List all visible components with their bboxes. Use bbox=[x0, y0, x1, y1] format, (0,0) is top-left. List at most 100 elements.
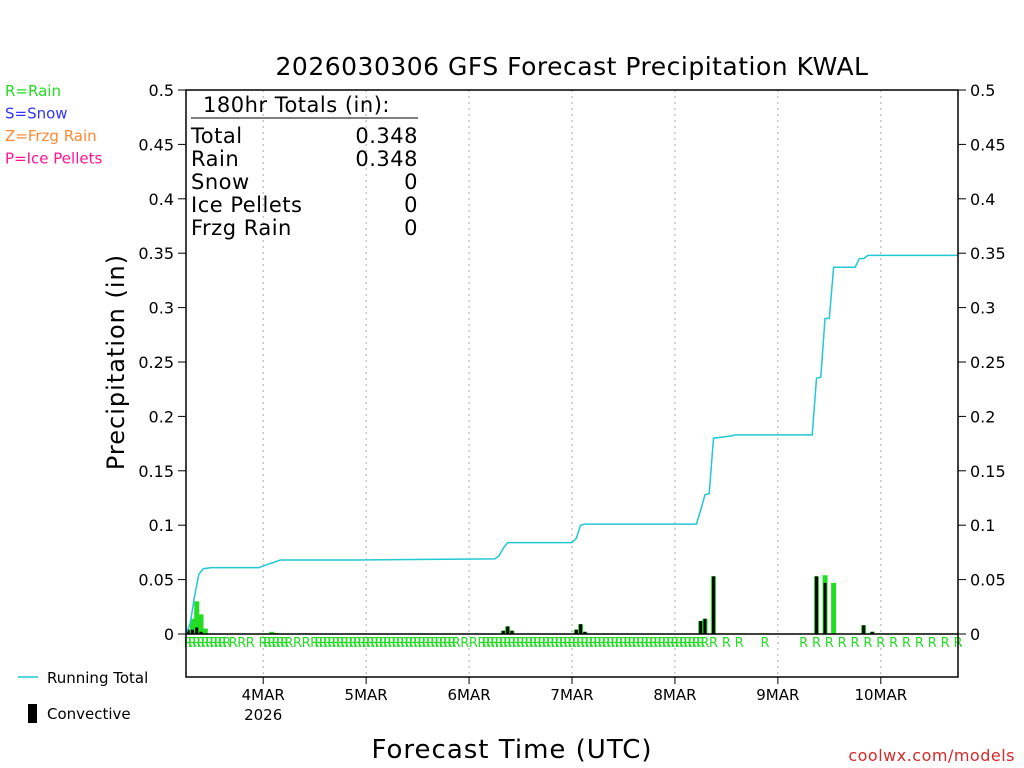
ptype-mark: R bbox=[567, 636, 576, 651]
x-tick-label: 7MAR bbox=[550, 686, 593, 704]
ptype-mark: R bbox=[572, 636, 581, 651]
ptype-mark: R bbox=[863, 636, 872, 651]
totals-row-value: 0 bbox=[404, 193, 418, 217]
totals-row-label: Rain bbox=[191, 147, 239, 171]
ptype-mark: R bbox=[237, 636, 246, 651]
ptype-mark: R bbox=[374, 636, 383, 651]
ptype-mark: R bbox=[722, 636, 731, 651]
convective-bar bbox=[814, 576, 818, 634]
ptype-mark: R bbox=[201, 636, 210, 651]
ptype-mark: R bbox=[460, 636, 469, 651]
ptype-mark: R bbox=[379, 636, 388, 651]
y-tick-label-right: 0.15 bbox=[970, 462, 1006, 481]
ptype-mark: R bbox=[928, 636, 937, 651]
y-tick-label-left: 0.5 bbox=[149, 81, 174, 100]
ptype-mark: R bbox=[610, 636, 619, 651]
credit-link[interactable]: coolwx.com/models bbox=[848, 746, 1015, 765]
ptype-mark: R bbox=[280, 636, 289, 651]
ptype-mark: R bbox=[486, 636, 495, 651]
ptype-mark: R bbox=[675, 636, 684, 651]
ptype-mark: R bbox=[799, 636, 808, 651]
ptype-mark: R bbox=[323, 636, 332, 651]
ptype-mark: R bbox=[889, 636, 898, 651]
ptype-mark: R bbox=[580, 636, 589, 651]
y-tick-label-left: 0.35 bbox=[138, 244, 174, 263]
ptype-mark: R bbox=[327, 636, 336, 651]
ptype-mark: R bbox=[670, 636, 679, 651]
y-tick-label-left: 0.2 bbox=[149, 407, 174, 426]
ptype-mark: R bbox=[184, 636, 193, 651]
convective-bar bbox=[579, 624, 583, 634]
convective-bar bbox=[703, 618, 707, 634]
ptype-mark: R bbox=[482, 636, 491, 651]
x-tick-label: 5MAR bbox=[345, 686, 388, 704]
ptype-mark: R bbox=[293, 636, 302, 651]
ptype-mark: R bbox=[439, 636, 448, 651]
x-tick-label: 8MAR bbox=[653, 686, 696, 704]
ptype-mark: R bbox=[404, 636, 413, 651]
y-tick-label-left: 0.05 bbox=[138, 571, 174, 590]
x-tick-label: 10MAR bbox=[854, 686, 907, 704]
y-tick-label-right: 0 bbox=[970, 625, 980, 644]
ptype-mark: R bbox=[825, 636, 834, 651]
totals-row-value: 0 bbox=[404, 216, 418, 240]
ptype-mark: R bbox=[192, 636, 201, 651]
ptype-mark: R bbox=[662, 636, 671, 651]
precip-bar bbox=[202, 628, 208, 634]
chart-title: 2026030306 GFS Forecast Precipitation KW… bbox=[276, 52, 869, 81]
precip-bar bbox=[194, 601, 200, 634]
ptype-mark: R bbox=[593, 636, 602, 651]
ptype-legend-item: Z=Frzg Rain bbox=[5, 127, 97, 145]
ptype-mark: R bbox=[332, 636, 341, 651]
ptype-mark: R bbox=[229, 636, 238, 651]
y-tick-label-right: 0.2 bbox=[970, 407, 995, 426]
ptype-mark: R bbox=[658, 636, 667, 651]
ptype-legend: R=Rain S=Snow Z=Frzg Rain P=Ice Pellets bbox=[5, 82, 102, 168]
precip-bar bbox=[189, 618, 195, 634]
ptype-mark: R bbox=[915, 636, 924, 651]
ptype-mark: R bbox=[218, 636, 227, 651]
ptype-mark: R bbox=[679, 636, 688, 651]
ptype-mark: R bbox=[319, 636, 328, 651]
running-total-legend-label: Running Total bbox=[47, 669, 148, 687]
y-tick-label-left: 0.25 bbox=[138, 353, 174, 372]
ptype-mark: R bbox=[576, 636, 585, 651]
x-axis-label: Forecast Time (UTC) bbox=[371, 735, 652, 765]
ptype-mark: R bbox=[477, 636, 486, 651]
y-axis-right: 0 0.05 0.1 0.15 0.2 0.25 0.3 0.35 0.4 0.45 0.5 bbox=[958, 81, 1006, 644]
ptype-mark: R bbox=[533, 636, 542, 651]
ptype-mark: R bbox=[503, 636, 512, 651]
y-tick-label-right: 0.35 bbox=[970, 244, 1006, 263]
ptype-mark: R bbox=[396, 636, 405, 651]
totals-box: 180hr Totals (in): Total 0.348 Rain 0.348 Sno… bbox=[190, 93, 418, 240]
ptype-mark: R bbox=[413, 636, 422, 651]
ptype-mark: R bbox=[525, 636, 534, 651]
convective-bar bbox=[195, 627, 199, 634]
precip-bars bbox=[185, 575, 875, 634]
totals-row-label: Snow bbox=[191, 170, 250, 194]
ptype-mark: R bbox=[246, 636, 255, 651]
running-total-line bbox=[185, 254, 958, 635]
ptype-mark: R bbox=[537, 636, 546, 651]
ptype-mark: R bbox=[585, 636, 594, 651]
ptype-mark: R bbox=[400, 636, 409, 651]
ptype-mark: R bbox=[838, 636, 847, 651]
totals-row-label: Total bbox=[190, 124, 243, 148]
x-axis: 4MAR 2026 5MAR 6MAR 7MAR 8MAR 9MAR 10MAR bbox=[242, 677, 907, 724]
ptype-mark: R bbox=[636, 636, 645, 651]
ptype-mark: R bbox=[876, 636, 885, 651]
ptype-mark: R bbox=[417, 636, 426, 651]
ptype-mark: R bbox=[344, 636, 353, 651]
ptype-mark: R bbox=[495, 636, 504, 651]
y-tick-label-right: 0.4 bbox=[970, 190, 995, 209]
ptype-mark: R bbox=[357, 636, 366, 651]
ptype-mark: R bbox=[284, 636, 293, 651]
ptype-legend-item: S=Snow bbox=[5, 105, 68, 123]
convective-bar bbox=[186, 629, 190, 634]
grid-lines bbox=[262, 90, 882, 677]
ptype-mark: R bbox=[653, 636, 662, 651]
precip-bar bbox=[198, 614, 204, 634]
ptype-mark: R bbox=[941, 636, 950, 651]
ptype-mark: R bbox=[340, 636, 349, 651]
